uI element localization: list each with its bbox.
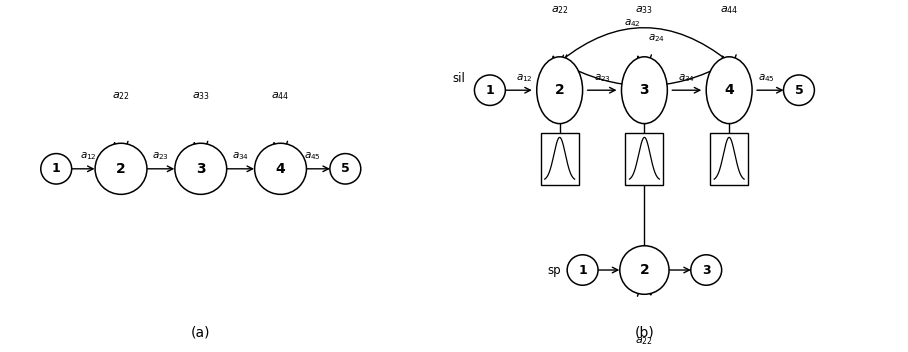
Text: $a_{23}$: $a_{23}$: [594, 73, 610, 84]
Text: 4: 4: [725, 83, 734, 97]
Text: $a_{22}$: $a_{22}$: [112, 90, 130, 102]
Ellipse shape: [621, 57, 667, 124]
Text: $a_{23}$: $a_{23}$: [153, 150, 170, 162]
Ellipse shape: [537, 57, 583, 124]
Text: $a_{33}$: $a_{33}$: [192, 90, 210, 102]
Text: 2: 2: [555, 83, 565, 97]
Circle shape: [254, 143, 307, 194]
Text: $a_{44}$: $a_{44}$: [271, 90, 290, 102]
Circle shape: [784, 75, 814, 106]
Ellipse shape: [706, 57, 752, 124]
Bar: [626, 133, 664, 184]
Text: $a_{42}$: $a_{42}$: [624, 18, 641, 29]
Text: sil: sil: [452, 72, 465, 85]
Bar: [710, 133, 748, 184]
Text: $a_{22}$: $a_{22}$: [551, 4, 568, 15]
Text: 3: 3: [639, 83, 649, 97]
Text: 1: 1: [486, 84, 494, 97]
Text: 3: 3: [196, 162, 205, 176]
Circle shape: [475, 75, 506, 106]
Text: sp: sp: [547, 264, 560, 277]
Text: $a_{44}$: $a_{44}$: [720, 4, 738, 15]
Circle shape: [175, 143, 227, 194]
Text: $a_{22}$: $a_{22}$: [636, 335, 654, 347]
Text: (a): (a): [191, 326, 211, 340]
Text: 2: 2: [639, 263, 649, 277]
Text: 2: 2: [116, 162, 126, 176]
Text: $a_{45}$: $a_{45}$: [757, 73, 775, 84]
Text: $a_{24}$: $a_{24}$: [647, 32, 665, 44]
Text: 1: 1: [52, 162, 61, 175]
Text: 5: 5: [341, 162, 350, 175]
Text: 1: 1: [578, 264, 587, 277]
Circle shape: [41, 153, 72, 184]
Text: $a_{12}$: $a_{12}$: [517, 73, 533, 84]
Circle shape: [691, 255, 722, 285]
Text: 4: 4: [276, 162, 285, 176]
Text: (b): (b): [635, 326, 655, 340]
Circle shape: [95, 143, 147, 194]
Circle shape: [620, 246, 669, 294]
Circle shape: [330, 153, 360, 184]
Circle shape: [568, 255, 598, 285]
Text: 5: 5: [794, 84, 804, 97]
Text: $a_{33}$: $a_{33}$: [636, 4, 654, 15]
Text: $a_{34}$: $a_{34}$: [678, 73, 696, 84]
Text: $a_{45}$: $a_{45}$: [304, 150, 321, 162]
Bar: [541, 133, 578, 184]
Text: 3: 3: [702, 264, 711, 277]
Text: $a_{12}$: $a_{12}$: [80, 150, 97, 162]
Text: $a_{34}$: $a_{34}$: [232, 150, 249, 162]
